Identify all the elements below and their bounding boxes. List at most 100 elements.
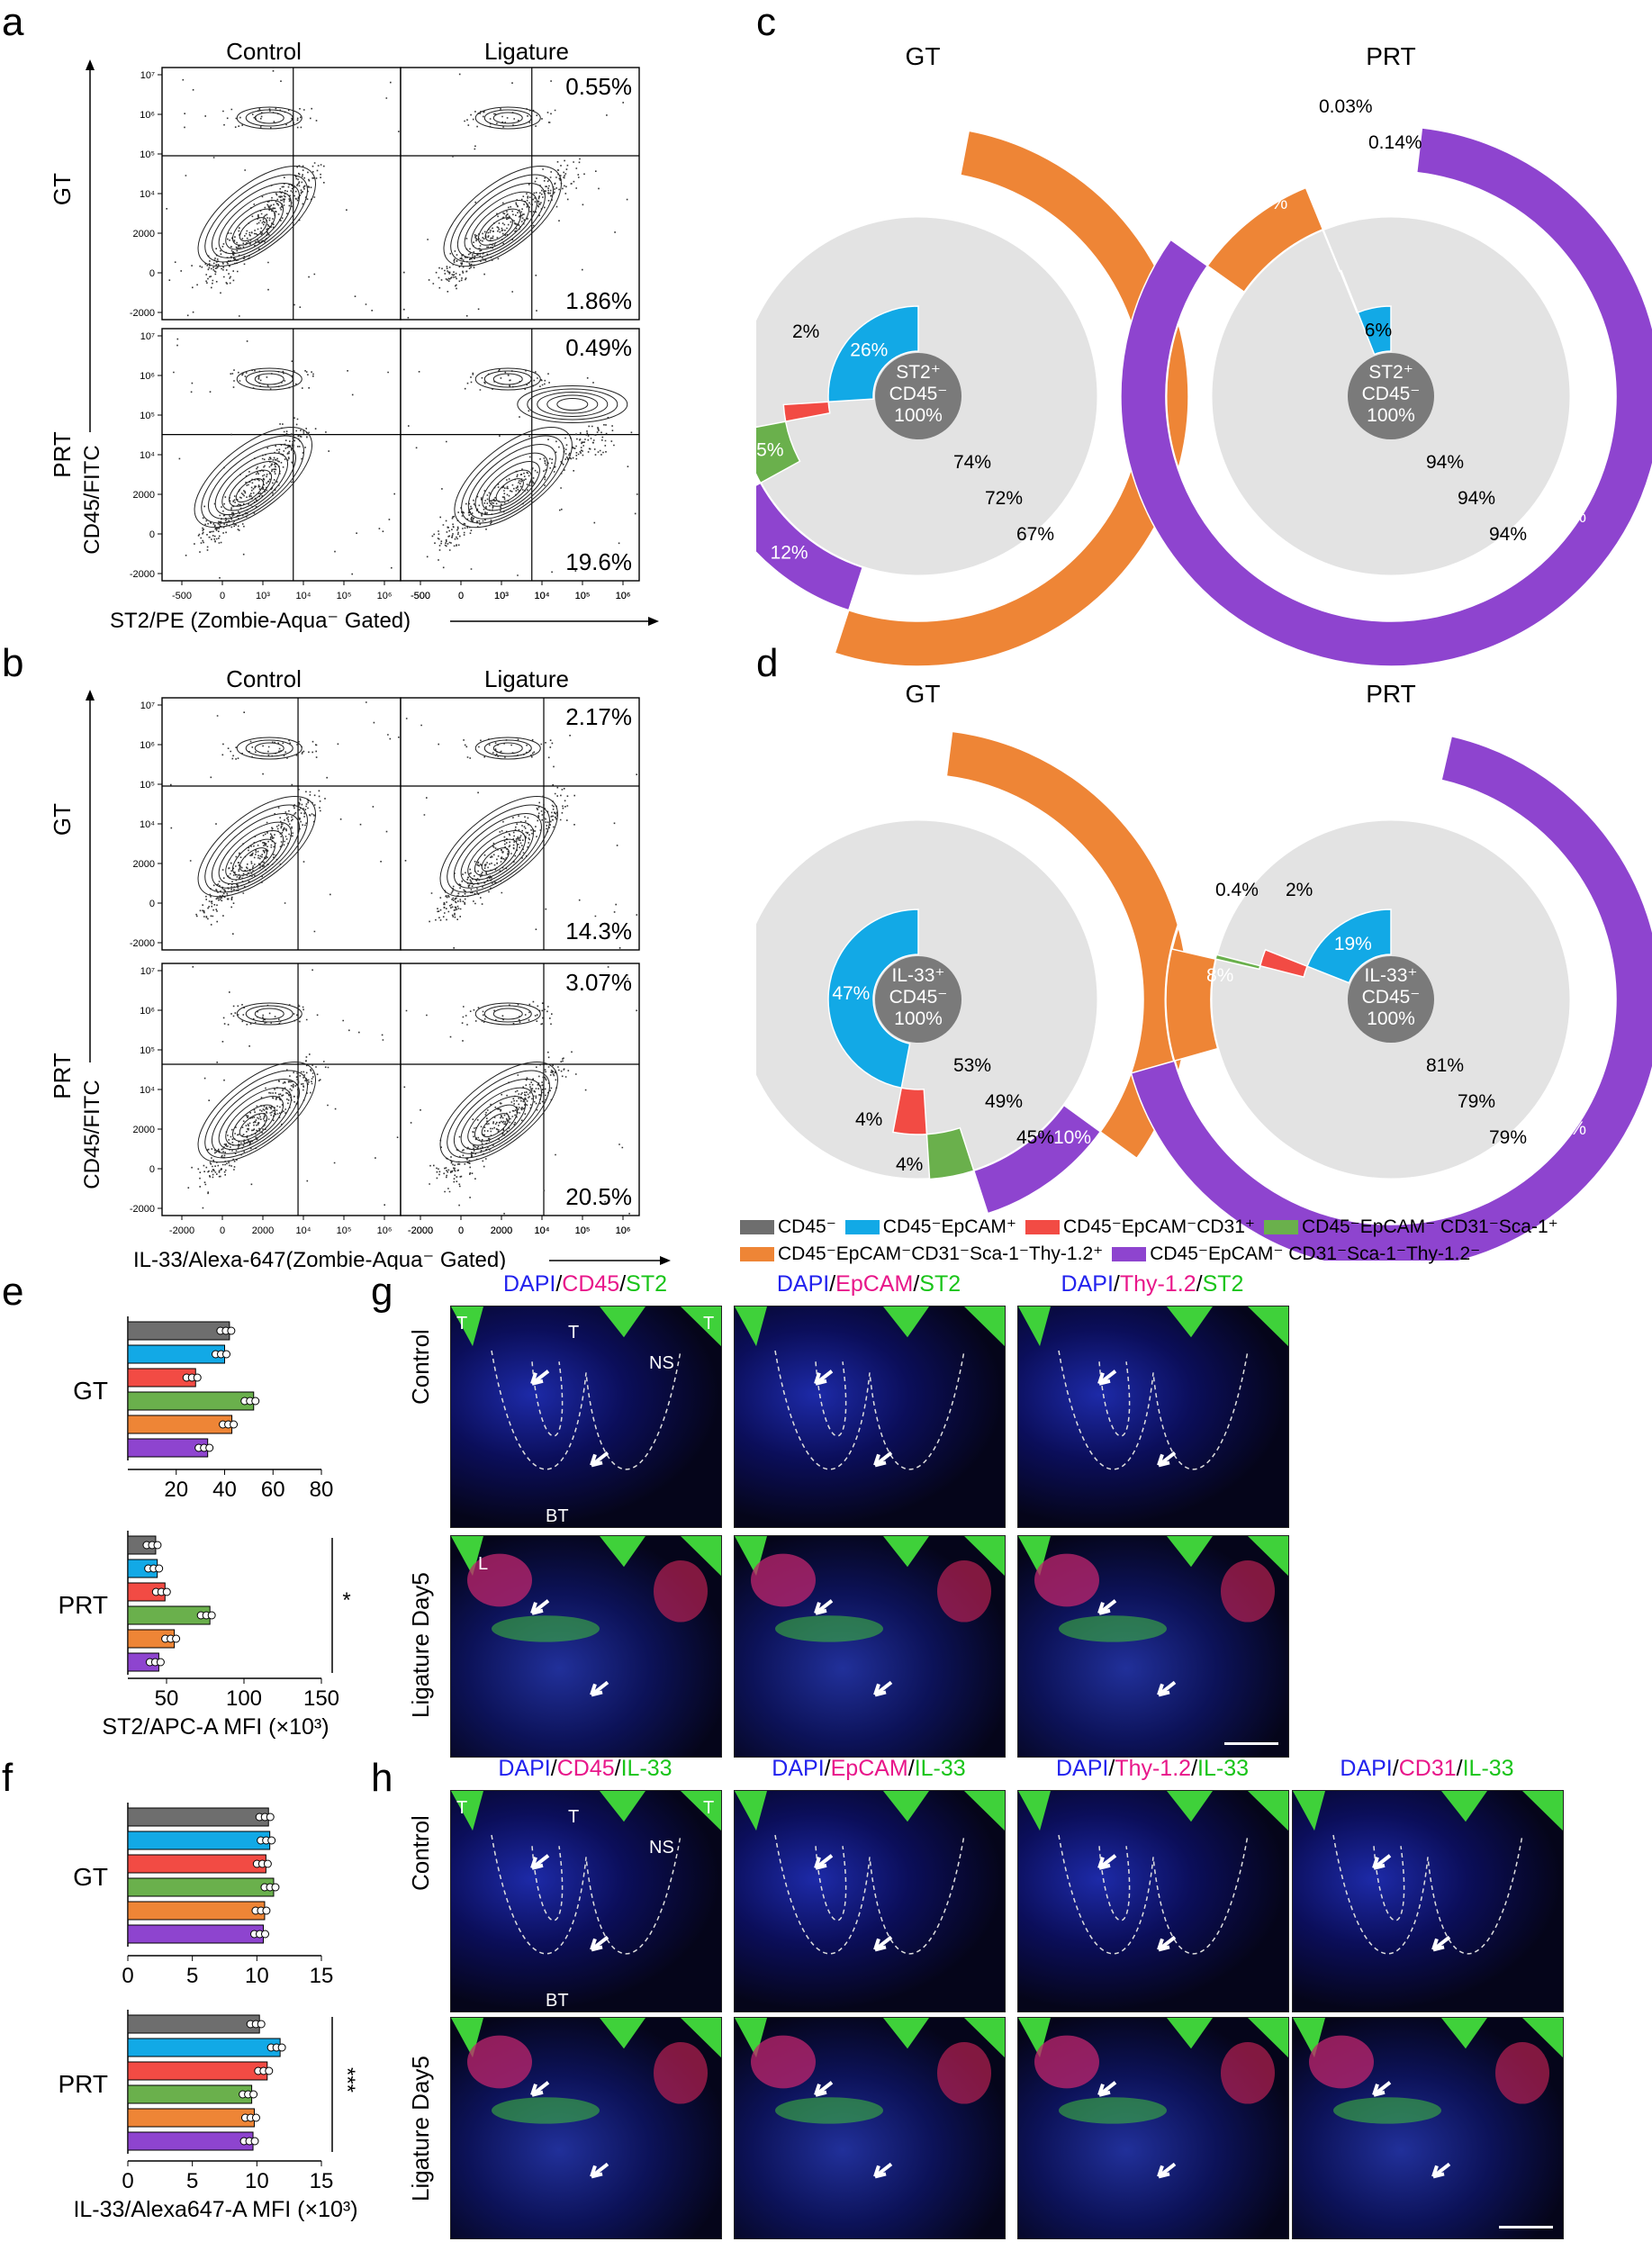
signal-region [751,2035,816,2089]
signal-region [492,2097,600,2124]
enamel-stain [1018,2018,1051,2058]
x-tick-label: 60 [261,1478,285,1502]
contour-line [239,847,267,872]
panel-letter-d: d [756,641,779,685]
enamel-stain [964,2018,1005,2058]
data-point [261,1930,269,1939]
contour-line [483,739,532,757]
contour-line [245,739,293,757]
b-row-label-prt: PRT [49,1053,76,1099]
arrow-icon [530,1854,550,1870]
segment-label: 52% [1080,477,1118,498]
x-tick-label: 10⁶ [377,1225,393,1236]
y-tick-label: 0 [149,268,155,279]
flow-plot-6: 2.17% 14.3% [400,697,640,951]
x-tick-label: -2000 [169,1225,194,1236]
x-tick-label: 5 [186,1964,198,1988]
contour-line [232,1104,275,1142]
center-line-3: 100% [894,1008,943,1029]
center-line-2: CD45⁻ [889,384,948,404]
x-tick-label: -500 [172,591,192,601]
tissue-outline [1098,1846,1131,1921]
tissue-outline [1332,1834,1523,1955]
bar-chart-il-33-mfi-prt: PRT 0 5 10 15 IL-33/Alexa647-A MFI (×10³) *** [59,2010,359,2222]
center-line-2: CD45⁻ [1362,987,1421,1008]
contour-line [495,478,524,503]
x-tick-label: 10⁶ [377,591,393,601]
contour-line [254,373,284,385]
enamel-stain [1522,1791,1563,1831]
bar [127,1807,269,1827]
enamel-stain [1248,1791,1288,1831]
channel-dapi: DAPI [776,1271,830,1297]
enamel-stain [964,1791,1005,1831]
segment-label: 0.03% [1319,96,1373,117]
panel-letter-b: b [2,641,24,685]
b-y-axis-label: CD45/FITC [80,1080,104,1189]
quadrant-percent-bottom: 19.6% [565,548,632,575]
enamel-stain [451,2018,483,2058]
arrow-icon [1157,2162,1177,2179]
x-tick-label: 0 [458,591,464,601]
tissue-tag: T [568,1807,580,1827]
sunburst-title: PRT [1366,680,1416,708]
contour-line [229,469,273,507]
x-tick-label: 10⁴ [535,591,550,601]
enamel-stain [451,1791,483,1831]
group-label: PRT [59,1591,109,1619]
contour-line [236,737,302,760]
legend-label: CD45⁻EpCAM⁻ CD31⁻Sca-1⁻Thy-1.2⁻ [1150,1243,1481,1264]
enamel-stain [1522,2018,1563,2058]
legend-label: CD45⁻ [778,1216,836,1237]
center-line-3: 100% [1367,405,1415,426]
density-contours [197,106,317,267]
contour-line [236,1002,302,1026]
y-tick-label: 2000 [133,859,155,870]
enamel-stain [1248,2018,1288,2058]
segment-label: 8% [1206,965,1233,986]
ring2-remaining-label: 94% [1458,488,1495,509]
sunburst-d-gt: GT IL-33⁺CD45⁻100% 53% 49% 45% 47% 4% 4% 10% 33% [756,680,1189,1226]
panel-letter-f: f [2,1756,14,1800]
contour-line [464,191,537,255]
y-tick-label: 2000 [133,490,155,501]
enamel-stain [883,1791,929,1822]
channel-label: DAPI/EpCAM/IL-33 [772,1756,966,1781]
tissue-tag: BT [546,1506,569,1526]
contour-line [439,1062,558,1163]
quadrant-percent-top: 3.07% [565,969,632,996]
h-row-control: Control [407,1815,434,1891]
contour-line [474,1104,518,1142]
b-x-axis-label: IL-33/Alexa-647(Zombie-Aqua⁻ Gated) [133,1248,506,1270]
contour-line [254,1008,284,1020]
x-axis-label: ST2/APC-A MFI (×10³) [102,1714,329,1740]
b-col-title-control: Control [226,665,302,692]
y-tick-label: -2000 [130,308,155,319]
legend-swatch [1263,1220,1298,1235]
enamel-stain [681,1306,721,1347]
data-point [250,2137,259,2146]
legend-item: CD45⁻EpCAM⁻CD31⁺ [1025,1216,1255,1237]
h-control-tile-4 [1292,1790,1564,2012]
tissue-outline [531,1846,564,1921]
center-line-3: 100% [894,405,943,426]
channel-dapi: DAPI [1340,1756,1393,1781]
channel-label: DAPI/Thy-1.2/ST2 [1061,1271,1244,1297]
center-line-2: CD45⁻ [889,987,948,1008]
data-point [207,1611,216,1620]
bar [127,2061,268,2081]
contour-line [546,394,599,414]
x-tick-label: 0 [458,1225,464,1236]
arrow-icon [590,1935,609,1952]
x-tick-label: 0 [122,2169,133,2193]
enamel-stain [600,1536,645,1568]
panel-letter-c: c [756,0,776,44]
legend-item: CD45⁻EpCAM⁺ [844,1216,1016,1237]
segment-label: 26% [850,340,888,361]
tissue-outline [491,1350,682,1470]
ring3-remaining-label: 67% [1016,524,1054,545]
x-tick-label: 10⁵ [575,591,591,601]
arrow-icon [1157,1935,1177,1952]
data-point [249,2090,258,2099]
enamel-stain [735,1306,767,1347]
